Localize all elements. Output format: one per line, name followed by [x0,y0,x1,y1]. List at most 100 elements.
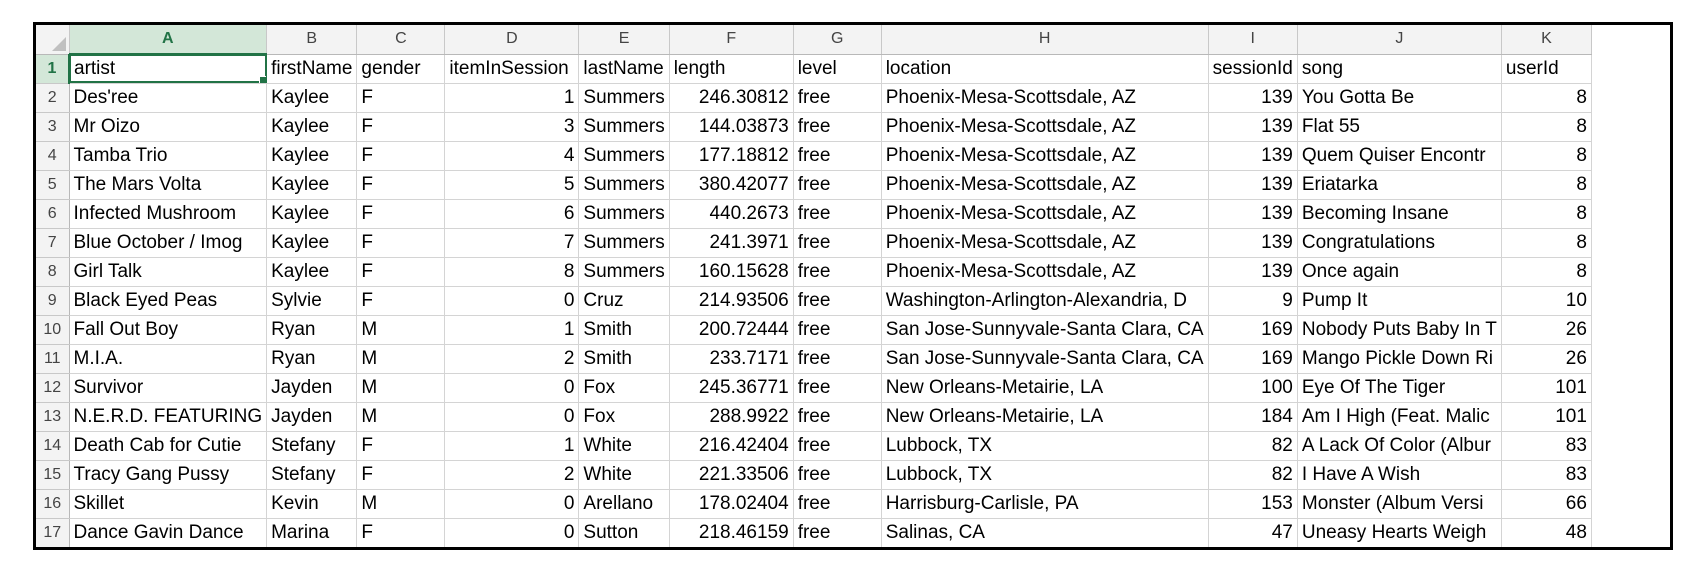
row-header-17[interactable]: 17 [36,518,70,547]
cell-e16[interactable]: Arellano [578,489,670,519]
cell-h7[interactable]: Phoenix-Mesa-Scottsdale, AZ [881,228,1209,258]
cell-f6[interactable]: 440.2673 [669,199,794,229]
cell-i7[interactable]: 139 [1208,228,1298,258]
row-header-7[interactable]: 7 [36,228,70,258]
cell-b10[interactable]: Ryan [266,315,358,345]
cell-i4[interactable]: 139 [1208,141,1298,171]
cell-a14[interactable]: Death Cab for Cutie [69,431,268,461]
cell-e10[interactable]: Smith [578,315,670,345]
cell-h15[interactable]: Lubbock, TX [881,460,1209,490]
cell-b8[interactable]: Kaylee [266,257,358,287]
cell-g12[interactable]: free [793,373,882,403]
cell-d1[interactable]: itemInSession [444,54,580,84]
cell-k13[interactable]: 101 [1501,402,1592,432]
cell-c12[interactable]: M [356,373,446,403]
cell-c1[interactable]: gender [356,54,446,84]
cell-b14[interactable]: Stefany [266,431,358,461]
cell-g3[interactable]: free [793,112,882,142]
select-all-button[interactable] [36,25,70,55]
cell-f9[interactable]: 214.93506 [669,286,794,316]
cell-a4[interactable]: Tamba Trio [69,141,268,171]
cell-i9[interactable]: 9 [1208,286,1298,316]
column-header-g[interactable]: G [793,25,882,55]
cell-g2[interactable]: free [793,83,882,113]
cell-e6[interactable]: Summers [578,199,670,229]
row-header-14[interactable]: 14 [36,431,70,461]
cell-a17[interactable]: Dance Gavin Dance [69,518,268,547]
cell-j6[interactable]: Becoming Insane [1297,199,1502,229]
cell-g4[interactable]: free [793,141,882,171]
cell-k10[interactable]: 26 [1501,315,1592,345]
cell-h4[interactable]: Phoenix-Mesa-Scottsdale, AZ [881,141,1209,171]
cell-i17[interactable]: 47 [1208,518,1298,547]
cell-e17[interactable]: Sutton [578,518,670,547]
cell-i11[interactable]: 169 [1208,344,1298,374]
cell-d8[interactable]: 8 [444,257,580,287]
cell-f11[interactable]: 233.7171 [669,344,794,374]
column-header-k[interactable]: K [1501,25,1592,55]
cell-e5[interactable]: Summers [578,170,670,200]
cell-g13[interactable]: free [793,402,882,432]
cell-f13[interactable]: 288.9922 [669,402,794,432]
row-header-12[interactable]: 12 [36,373,70,403]
cell-j7[interactable]: Congratulations [1297,228,1502,258]
cell-h8[interactable]: Phoenix-Mesa-Scottsdale, AZ [881,257,1209,287]
cell-c17[interactable]: F [356,518,446,547]
cell-e14[interactable]: White [578,431,670,461]
cell-i5[interactable]: 139 [1208,170,1298,200]
cell-f16[interactable]: 178.02404 [669,489,794,519]
cell-c15[interactable]: F [356,460,446,490]
cell-j10[interactable]: Nobody Puts Baby In T [1297,315,1502,345]
cell-g1[interactable]: level [793,54,882,84]
cell-k16[interactable]: 66 [1501,489,1592,519]
cell-g6[interactable]: free [793,199,882,229]
cell-a6[interactable]: Infected Mushroom [69,199,268,229]
cell-a11[interactable]: M.I.A. [69,344,268,374]
cell-b3[interactable]: Kaylee [266,112,358,142]
cell-e12[interactable]: Fox [578,373,670,403]
row-header-10[interactable]: 10 [36,315,70,345]
cell-j16[interactable]: Monster (Album Versi [1297,489,1502,519]
cell-k11[interactable]: 26 [1501,344,1592,374]
cell-e2[interactable]: Summers [578,83,670,113]
cell-b9[interactable]: Sylvie [266,286,358,316]
cell-i13[interactable]: 184 [1208,402,1298,432]
cell-b12[interactable]: Jayden [266,373,358,403]
column-header-f[interactable]: F [669,25,794,55]
cell-j11[interactable]: Mango Pickle Down Ri [1297,344,1502,374]
cell-i3[interactable]: 139 [1208,112,1298,142]
cell-h3[interactable]: Phoenix-Mesa-Scottsdale, AZ [881,112,1209,142]
cell-k3[interactable]: 8 [1501,112,1592,142]
cell-d17[interactable]: 0 [444,518,580,547]
cell-c6[interactable]: F [356,199,446,229]
cell-c13[interactable]: M [356,402,446,432]
cell-g9[interactable]: free [793,286,882,316]
cell-k6[interactable]: 8 [1501,199,1592,229]
cell-k17[interactable]: 48 [1501,518,1592,547]
cell-i16[interactable]: 153 [1208,489,1298,519]
cell-g7[interactable]: free [793,228,882,258]
cell-h10[interactable]: San Jose-Sunnyvale-Santa Clara, CA [881,315,1209,345]
cell-j13[interactable]: Am I High (Feat. Malic [1297,402,1502,432]
cell-j5[interactable]: Eriatarka [1297,170,1502,200]
cell-e15[interactable]: White [578,460,670,490]
cell-i8[interactable]: 139 [1208,257,1298,287]
cell-i15[interactable]: 82 [1208,460,1298,490]
row-header-4[interactable]: 4 [36,141,70,171]
row-header-11[interactable]: 11 [36,344,70,374]
column-header-d[interactable]: D [444,25,580,55]
cell-b6[interactable]: Kaylee [266,199,358,229]
cell-f17[interactable]: 218.46159 [669,518,794,547]
cell-f10[interactable]: 200.72444 [669,315,794,345]
cell-k9[interactable]: 10 [1501,286,1592,316]
cell-k15[interactable]: 83 [1501,460,1592,490]
cell-k5[interactable]: 8 [1501,170,1592,200]
cell-d15[interactable]: 2 [444,460,580,490]
cell-g15[interactable]: free [793,460,882,490]
row-header-5[interactable]: 5 [36,170,70,200]
row-header-1[interactable]: 1 [36,54,70,84]
cell-d5[interactable]: 5 [444,170,580,200]
cell-c2[interactable]: F [356,83,446,113]
cell-j8[interactable]: Once again [1297,257,1502,287]
